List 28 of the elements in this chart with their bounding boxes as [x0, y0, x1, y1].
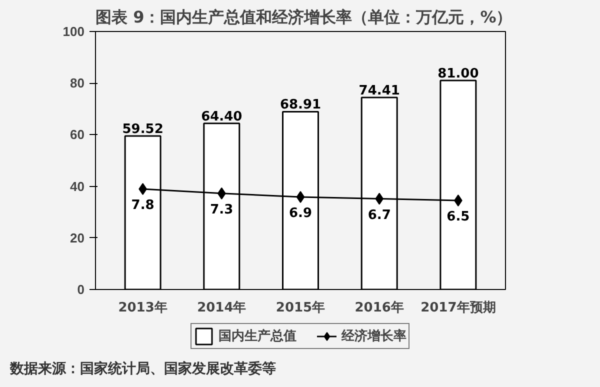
y-tick-label: 20 — [70, 230, 85, 246]
legend-label: 国内生产总值 — [218, 328, 296, 345]
data-label: 7.8 — [131, 198, 154, 213]
legend-label: 经济增长率 — [342, 328, 406, 345]
data-label: 59.52 — [122, 122, 164, 137]
x-tick-label: 2014年 — [197, 300, 246, 316]
chart-title: 图表 9：国内生产总值和经济增长率（单位：万亿元，%） — [96, 8, 512, 26]
source-note: 数据来源：国家统计局、国家发展改革委等 — [10, 360, 276, 379]
point — [296, 190, 305, 203]
data-label: 74.41 — [358, 84, 400, 99]
data-label: 64.40 — [201, 109, 242, 124]
data-label: 6.5 — [446, 210, 470, 225]
y-tick-label: 60 — [70, 127, 85, 142]
x-tick-label: 2015年 — [276, 300, 326, 316]
point — [217, 187, 226, 200]
point — [375, 192, 384, 205]
data-label: 7.3 — [210, 202, 234, 218]
data-label: 6.7 — [368, 208, 391, 223]
y-tick-label: 100 — [62, 24, 85, 39]
data-label: 81.00 — [438, 66, 479, 82]
x-tick-label: 2016年 — [354, 300, 404, 316]
y-tick-label: 40 — [70, 178, 85, 194]
x-tick-label: 2017年预期 — [420, 300, 496, 316]
y-tick-label: 0 — [77, 282, 85, 297]
data-label: 68.91 — [280, 98, 322, 113]
x-tick-label: 2013年 — [118, 300, 168, 316]
y-tick-label: 80 — [70, 76, 85, 91]
data-label: 6.9 — [288, 206, 312, 221]
